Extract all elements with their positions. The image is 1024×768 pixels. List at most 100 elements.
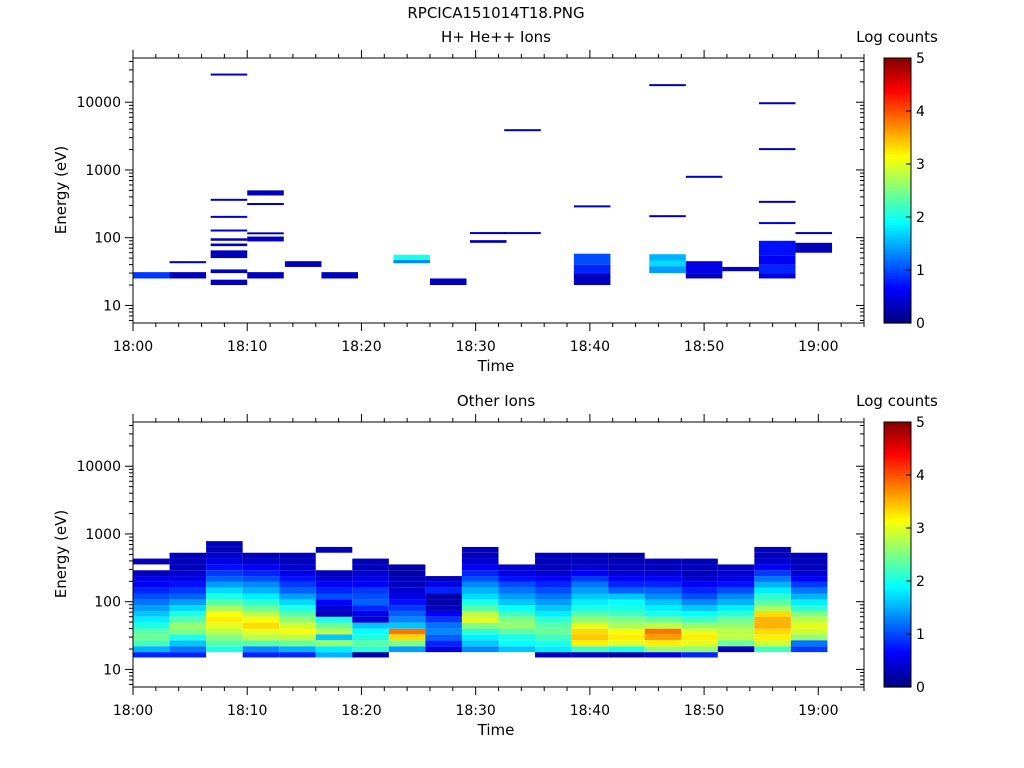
heatmap-cell [388, 634, 426, 641]
colorbar-segment [884, 116, 911, 120]
heatmap-cell [754, 558, 791, 565]
heatmap-cell [242, 610, 280, 617]
y-tick-label: 10 [103, 298, 121, 314]
heatmap-cell [388, 570, 426, 577]
colorbar-segment [884, 100, 911, 104]
colorbar-tick-label: 0 [916, 316, 925, 332]
heatmap-cell [206, 587, 243, 594]
heatmap-cell [535, 634, 572, 641]
heatmap-cell [461, 599, 499, 606]
colorbar-segment [884, 543, 911, 548]
x-tick-label: 18:20 [341, 339, 381, 355]
colorbar-tick-label: 5 [916, 51, 925, 67]
colorbar-segment [884, 293, 911, 298]
colorbar-segment [884, 87, 911, 91]
colorbar-segment [884, 60, 911, 64]
colorbar-segment [884, 206, 911, 210]
y-tick-label: 10000 [76, 459, 121, 475]
heatmap-cell [644, 610, 682, 617]
colorbar-segment [884, 145, 911, 149]
heatmap-cell [571, 640, 609, 647]
heatmap-cell [535, 628, 572, 635]
heatmap-cell [210, 279, 248, 286]
heatmap-cell [352, 640, 389, 647]
colorbar-segment [884, 676, 911, 680]
colorbar-segment [884, 538, 911, 542]
colorbar-tick-label: 1 [916, 627, 925, 643]
heatmap-cell [133, 576, 170, 582]
colorbar-segment [884, 432, 911, 436]
colorbar-frame [883, 421, 912, 688]
heatmap-cell [169, 261, 207, 264]
heatmap-cell [133, 272, 170, 279]
heatmap-cell [133, 634, 170, 641]
colorbar-segment [884, 182, 911, 186]
heatmap-cell [315, 622, 353, 629]
heatmap-cell [133, 640, 170, 647]
heatmap-cell [169, 581, 207, 588]
heatmap-cell [352, 576, 389, 582]
heatmap-cell [722, 266, 759, 272]
heatmap-cell [571, 628, 609, 635]
colorbar-segment [884, 222, 911, 226]
colorbar-segment [884, 304, 911, 308]
heatmap-cell [608, 610, 645, 617]
colorbar-segment [884, 435, 911, 439]
heatmap-cell [210, 250, 248, 259]
heatmap-cell [644, 564, 682, 571]
heatmap-cell [169, 605, 207, 611]
heatmap-cell [498, 605, 536, 611]
heatmap-cell [790, 581, 828, 588]
colorbar-segment [884, 283, 911, 287]
heatmap-cell [608, 628, 645, 635]
colorbar-segment [884, 631, 911, 635]
heatmap-cell [608, 587, 645, 594]
heatmap-cell [461, 587, 499, 594]
heatmap-cell [425, 634, 462, 641]
colorbar-segment [884, 280, 911, 284]
heatmap-cell [573, 273, 611, 286]
heatmap-cell [717, 634, 755, 641]
colorbar-segment [884, 267, 911, 271]
heatmap-cell [790, 576, 828, 582]
colorbar-segment [884, 475, 911, 479]
colorbar-segment [884, 567, 911, 571]
heatmap-cell [535, 599, 572, 606]
heatmap-cell [571, 587, 609, 594]
colorbar-segment [884, 148, 911, 152]
heatmap-cell [685, 175, 723, 178]
colorbar-tick-label: 1 [916, 263, 925, 279]
colorbar-segment [884, 493, 911, 497]
colorbar-segment [884, 512, 911, 516]
heatmap-cell [608, 552, 645, 559]
heatmap-cell [644, 576, 682, 582]
heatmap-cell [571, 593, 609, 600]
colorbar-segment [884, 103, 911, 107]
heatmap-cell [571, 616, 609, 623]
x-axis-label: Time [477, 721, 515, 739]
heatmap-cell [461, 581, 499, 588]
heatmap-cell [754, 634, 791, 641]
colorbar-segment [884, 296, 911, 300]
heatmap-cell [315, 634, 353, 641]
heatmap-cell [133, 646, 170, 653]
colorbar-segment [884, 262, 911, 266]
colorbar-segment [884, 684, 911, 688]
heatmap-cells [133, 73, 833, 286]
colorbar-segment [884, 573, 911, 577]
heatmap-cell [352, 646, 389, 653]
colorbar-segment [884, 488, 911, 492]
colorbar-segment [884, 467, 911, 471]
colorbar-segment [884, 89, 911, 94]
heatmap-cell [790, 610, 828, 617]
heatmap-cell [206, 605, 243, 611]
colorbar-segment [884, 232, 911, 237]
colorbar-segment [884, 509, 911, 513]
heatmap-cell [206, 570, 243, 577]
heatmap-cell [352, 581, 389, 588]
heatmap-cell [754, 570, 791, 577]
colorbar-segment [884, 610, 911, 614]
heatmap-cell [790, 570, 828, 577]
heatmap-cell [169, 587, 207, 594]
heatmap-cell [535, 587, 572, 594]
